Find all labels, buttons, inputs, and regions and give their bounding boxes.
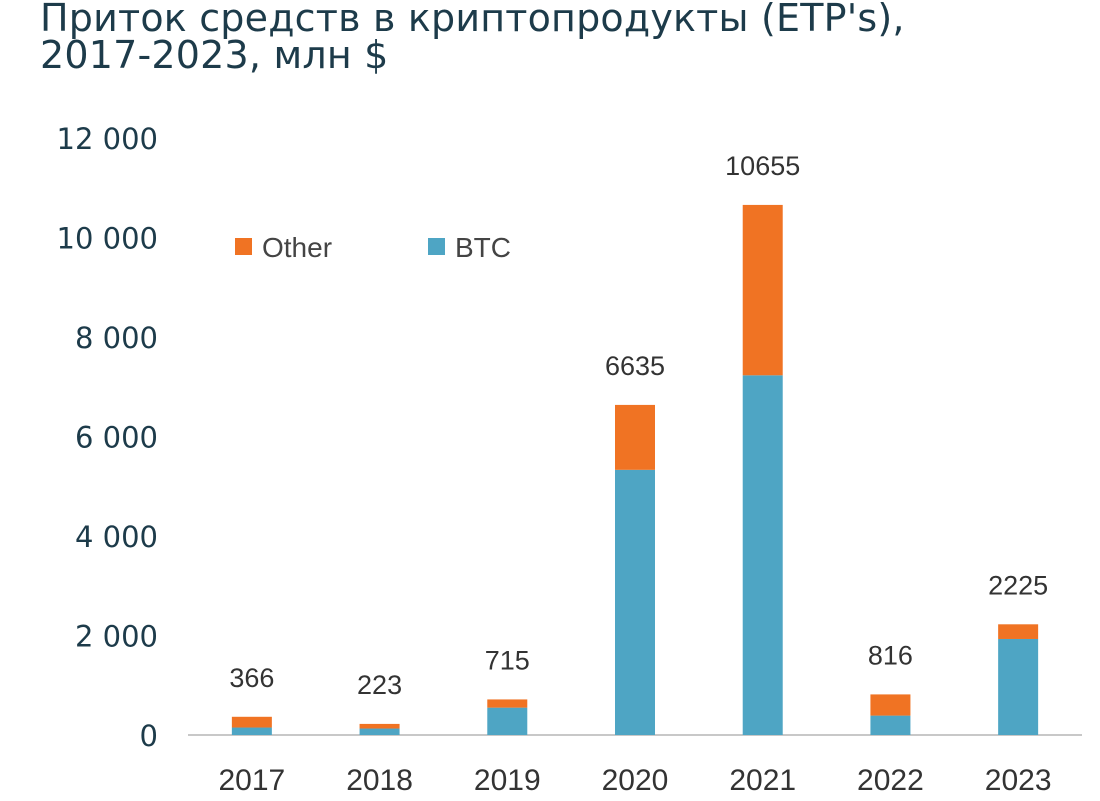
data-label: 223 (357, 670, 402, 700)
chart-title-line-1: Приток средств в криптопродукты (ETP's), (40, 0, 905, 40)
x-tick-label: 2021 (729, 764, 796, 797)
y-tick-label: 2 000 (75, 620, 158, 654)
bar-btc (615, 469, 655, 735)
chart-title-line-2: 2017-2023, млн $ (40, 33, 389, 77)
x-tick-label: 2020 (602, 764, 669, 797)
bar-other (487, 699, 528, 708)
data-label: 10655 (725, 151, 800, 181)
data-label: 366 (229, 663, 274, 693)
bar-btc (742, 375, 783, 735)
bar-other (742, 204, 783, 376)
bar-btc (998, 638, 1039, 735)
bar-other (231, 716, 272, 728)
x-tick-label: 2017 (218, 764, 285, 797)
y-tick-label: 4 000 (75, 520, 158, 554)
bar-btc (487, 707, 528, 735)
data-label: 816 (868, 640, 913, 670)
x-tick-label: 2018 (346, 764, 413, 797)
bar-other (615, 404, 655, 470)
bar-other (359, 723, 400, 729)
data-label: 715 (485, 645, 530, 675)
legend-swatch-btc (428, 238, 445, 255)
bar-other (870, 694, 911, 716)
y-tick-label: 8 000 (75, 321, 158, 355)
bar-btc (359, 728, 400, 735)
legend-label-other: Other (262, 232, 332, 263)
bar-btc (231, 727, 272, 735)
bar-btc (870, 715, 911, 735)
y-tick-label: 6 000 (75, 421, 158, 455)
y-tick-label: 0 (140, 719, 158, 753)
chart-title: Приток средств в криптопродукты (ETP's),… (40, 0, 1080, 74)
legend-label-btc: BTC (455, 232, 511, 263)
y-tick-label: 10 000 (57, 222, 158, 256)
y-tick-label: 12 000 (57, 122, 158, 156)
bar-other (998, 624, 1039, 639)
legend-swatch-other (235, 238, 252, 255)
x-tick-label: 2022 (857, 764, 924, 797)
data-label: 6635 (605, 351, 665, 381)
x-tick-label: 2019 (474, 764, 541, 797)
x-tick-label: 2023 (985, 764, 1052, 797)
data-label: 2225 (988, 570, 1048, 600)
